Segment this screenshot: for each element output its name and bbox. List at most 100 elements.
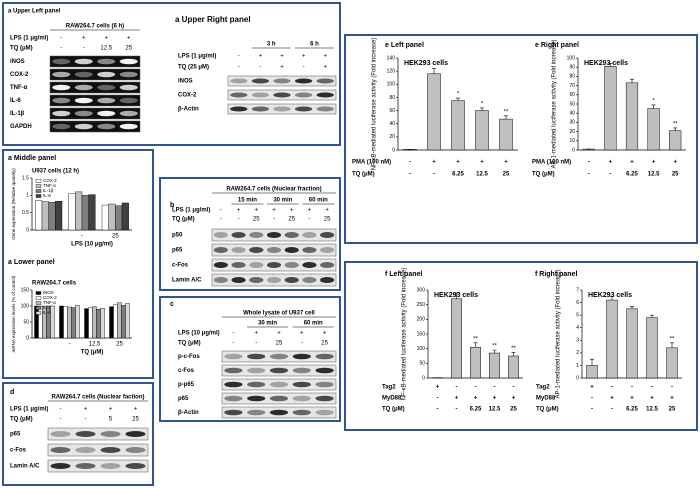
blot-strip bbox=[221, 378, 337, 391]
condition-label: TQ (μM) bbox=[10, 417, 33, 423]
band-label: COX-2 bbox=[10, 72, 29, 78]
y-tick-label: 150 bbox=[21, 287, 30, 293]
error-bar bbox=[608, 63, 613, 67]
significance: ** bbox=[492, 344, 497, 350]
condition-cell: + bbox=[302, 54, 306, 60]
condition-cell: - bbox=[671, 385, 673, 391]
bar bbox=[669, 130, 682, 151]
blot-band bbox=[119, 58, 138, 65]
blot-band bbox=[52, 97, 71, 104]
bar bbox=[470, 346, 481, 379]
blot-band bbox=[74, 58, 93, 65]
condition-label: PMA (100 nM) bbox=[352, 160, 391, 166]
condition-cell: - bbox=[611, 385, 613, 391]
blot-band bbox=[320, 247, 335, 253]
condition-cell: + bbox=[474, 396, 478, 402]
legend-swatch bbox=[35, 291, 42, 295]
condition-cell: + bbox=[590, 385, 594, 391]
condition-cell: - bbox=[631, 385, 633, 391]
condition-cell: 6.25 bbox=[626, 407, 638, 413]
blot-band bbox=[266, 232, 282, 238]
y-tick-label: 20 bbox=[569, 129, 575, 135]
band-label: GAPDH bbox=[10, 124, 32, 130]
y-tick-label: 40 bbox=[569, 111, 575, 117]
y-tick-label: 50 bbox=[419, 361, 425, 367]
blot-band bbox=[249, 232, 264, 238]
blot-band bbox=[231, 232, 246, 238]
chart-title: HEK293 cells bbox=[404, 60, 448, 67]
condition-cell: 25 bbox=[321, 341, 328, 347]
blot-band bbox=[224, 395, 243, 402]
blot-band bbox=[269, 353, 289, 360]
condition-cell: + bbox=[84, 407, 88, 413]
blot-band bbox=[284, 247, 299, 253]
condition-cell: - bbox=[494, 385, 496, 391]
blot-band bbox=[119, 84, 138, 91]
band-label: iNOS bbox=[178, 79, 193, 85]
condition-cell: - bbox=[456, 407, 458, 413]
error-bar bbox=[511, 352, 516, 356]
blot-band bbox=[230, 92, 248, 98]
condition-cell: 12.5 bbox=[100, 46, 112, 52]
x-axis-label: LPS (10 μg/ml) bbox=[71, 242, 113, 248]
blot-strip bbox=[47, 427, 149, 441]
blot-band bbox=[292, 353, 311, 360]
condition-cell: 6.25 bbox=[470, 407, 482, 413]
blot-strip bbox=[49, 107, 141, 120]
y-tick-label: 20 bbox=[389, 134, 395, 140]
blot-band bbox=[292, 367, 311, 374]
condition-label: LPS (1 μg/ml) bbox=[172, 208, 210, 214]
blot-band bbox=[269, 409, 289, 416]
blot-strip bbox=[49, 94, 141, 107]
blot-band bbox=[97, 110, 116, 117]
blot-band bbox=[315, 367, 334, 374]
blot-strip bbox=[49, 55, 141, 68]
significance: * bbox=[652, 98, 655, 104]
y-tick-label: 1 bbox=[26, 193, 29, 199]
blot-band bbox=[97, 84, 116, 91]
y-tick-label: 7 bbox=[576, 287, 579, 293]
condition-cell: - bbox=[651, 385, 653, 391]
blot-band bbox=[251, 92, 270, 98]
blot-band bbox=[213, 277, 228, 283]
x-tick-label: 25 bbox=[116, 342, 123, 348]
panel-title: c bbox=[170, 301, 174, 308]
panel-frame bbox=[344, 261, 698, 431]
bar bbox=[48, 202, 56, 231]
significance: ** bbox=[473, 336, 478, 342]
panel-title: d bbox=[10, 389, 14, 396]
condition-cell: + bbox=[104, 36, 108, 42]
blot-band bbox=[119, 97, 138, 104]
y-tick-label: 5 bbox=[576, 312, 579, 318]
x-tick-label: 12.5 bbox=[89, 342, 101, 348]
condition-cell: + bbox=[323, 331, 327, 337]
blot-strip bbox=[49, 81, 141, 94]
blot-band bbox=[52, 58, 71, 65]
blot-band bbox=[294, 92, 313, 98]
condition-cell: - bbox=[273, 217, 275, 223]
panel-title: e Right panel bbox=[535, 42, 579, 49]
condition-cell: + bbox=[323, 54, 327, 60]
condition-cell: + bbox=[323, 65, 327, 71]
condition-cell: + bbox=[493, 396, 497, 402]
condition-cell: - bbox=[60, 407, 62, 413]
condition-cell: 6.25 bbox=[452, 172, 464, 178]
bar bbox=[92, 306, 97, 339]
condition-label: TQ (μM) bbox=[172, 217, 195, 223]
bar bbox=[646, 317, 658, 379]
bar bbox=[88, 307, 93, 339]
blot-band bbox=[251, 106, 270, 112]
y-tick-label: 140 bbox=[387, 55, 396, 61]
error-bar bbox=[650, 314, 654, 318]
error-bar bbox=[630, 78, 634, 83]
band-label: p65 bbox=[10, 432, 21, 438]
y-tick-label: 60 bbox=[569, 92, 575, 98]
condition-label: TQ (μM) bbox=[10, 46, 33, 52]
panel-frame bbox=[2, 382, 154, 486]
condition-cell: - bbox=[437, 407, 439, 413]
chart-title: HEK293 cells bbox=[588, 292, 632, 299]
condition-label: PMA (100 nM) bbox=[532, 160, 571, 166]
bar bbox=[59, 305, 64, 339]
legend-label: TNF-α bbox=[43, 300, 56, 305]
